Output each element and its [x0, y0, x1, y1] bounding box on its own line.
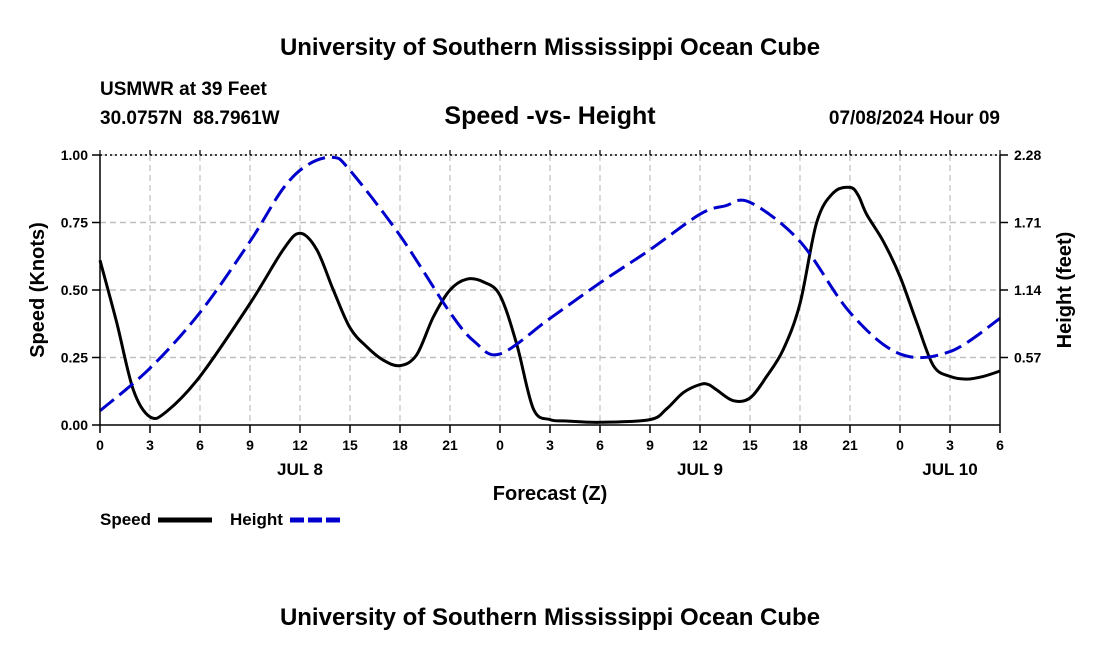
x-tick-label: 21	[442, 437, 458, 453]
y-tick-label-left: 0.00	[61, 417, 88, 433]
x-tick-label: 12	[692, 437, 708, 453]
x-tick-label: 3	[146, 437, 154, 453]
timestamp-label: 07/08/2024 Hour 09	[829, 108, 1000, 129]
x-tick-label: 18	[792, 437, 808, 453]
x-tick-label: 15	[342, 437, 358, 453]
x-tick-label: 0	[896, 437, 904, 453]
y-tick-label-right: 1.14	[1014, 282, 1041, 298]
x-tick-label: 6	[596, 437, 604, 453]
x-tick-label: 6	[996, 437, 1004, 453]
x-tick-label: 21	[842, 437, 858, 453]
y-tick-label-right: 0.57	[1014, 350, 1041, 366]
day-label: JUL 9	[677, 460, 723, 479]
y-tick-label-left: 0.75	[61, 215, 88, 231]
x-tick-label: 0	[496, 437, 504, 453]
grid-lines	[100, 154, 1000, 425]
series-line-height	[99, 155, 1001, 412]
y-tick-label-left: 1.00	[61, 147, 88, 163]
x-tick-label: 12	[292, 437, 308, 453]
legend-label-speed: Speed	[100, 510, 151, 529]
legend-label-height: Height	[230, 510, 283, 529]
y-tick-label-right: 1.71	[1014, 215, 1041, 231]
station-label: USMWR at 39 Feet	[100, 79, 267, 100]
y-tick-label-right: 2.28	[1014, 147, 1041, 163]
day-label: JUL 8	[277, 460, 323, 479]
x-tick-label: 15	[742, 437, 758, 453]
x-tick-label: 0	[96, 437, 104, 453]
x-tick-label: 18	[392, 437, 408, 453]
x-tick-label: 9	[646, 437, 654, 453]
y-axis-label-left: Speed (Knots)	[27, 222, 49, 358]
tick-labels: 0 3 6 9 12 15 18 21 0 3 6 9 12 15 18 21 0 3 6 0.00 0.25 0.50 0…	[61, 147, 1042, 479]
x-tick-label: 9	[246, 437, 254, 453]
chart-subtitle: Speed -vs- Height	[444, 102, 656, 130]
x-tick-label: 3	[946, 437, 954, 453]
chart-title: University of Southern Mississippi Ocean…	[280, 34, 820, 61]
legend: Speed Height	[100, 510, 344, 529]
y-tick-label-left: 0.50	[61, 282, 88, 298]
x-tick-label: 6	[196, 437, 204, 453]
coordinates-label: 30.0757N 88.7961W	[100, 108, 280, 129]
y-axis-label-right: Height (feet)	[1054, 232, 1076, 349]
x-axis-label: Forecast (Z)	[493, 483, 607, 505]
series-line-speed	[98, 185, 1001, 424]
tick-marks	[92, 150, 1008, 433]
plot-series	[98, 155, 1001, 424]
x-tick-label: 3	[546, 437, 554, 453]
footer-title: University of Southern Mississippi Ocean…	[280, 604, 820, 631]
y-tick-label-left: 0.25	[61, 350, 88, 366]
day-label: JUL 10	[922, 460, 977, 479]
